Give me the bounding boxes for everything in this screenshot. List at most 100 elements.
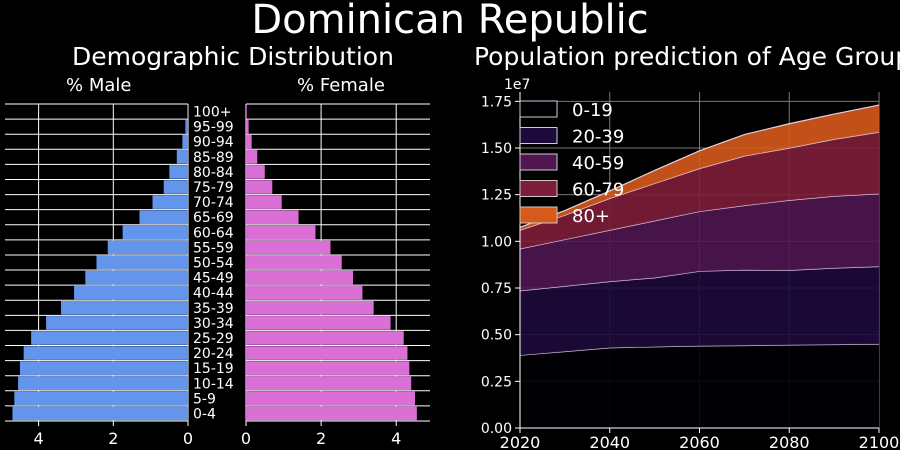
x-tick-label: 4 — [34, 429, 44, 448]
male-bar — [122, 225, 188, 240]
x-tick-label: 4 — [391, 429, 401, 448]
male-bar — [19, 361, 188, 375]
legend-label: 20-39 — [572, 127, 624, 148]
x-tick-label: 2 — [316, 429, 326, 448]
male-bar — [169, 165, 188, 179]
legend-label: 60-79 — [572, 180, 624, 201]
female-bar — [246, 406, 417, 421]
female-bar — [246, 391, 415, 406]
area-series-edge — [519, 104, 880, 228]
age-group-label: 20-24 — [193, 346, 234, 362]
area-series-40-59 — [520, 193, 879, 291]
male-panel-title: % Male — [66, 75, 132, 96]
female-bar — [246, 300, 374, 315]
female-bar — [246, 150, 258, 164]
age-group-label: 80-84 — [193, 165, 234, 181]
male-bar — [12, 406, 188, 421]
age-group-label: 30-34 — [193, 316, 234, 332]
area-series-80+ — [520, 105, 879, 231]
male-bar — [152, 195, 188, 209]
figure-title: Dominican Republic — [251, 0, 649, 43]
female-bar — [246, 225, 316, 240]
age-group-label: 10-14 — [193, 376, 234, 392]
y-tick-label: 1.25 — [481, 188, 512, 204]
area-series-0-19 — [520, 344, 879, 428]
x-tick-label: 2080 — [769, 433, 810, 450]
legend-swatch — [519, 100, 558, 118]
age-group-label: 95-99 — [193, 120, 234, 136]
age-group-label: 50-54 — [193, 256, 234, 272]
y-tick-label: 0.00 — [481, 421, 512, 437]
male-bar — [187, 104, 188, 119]
area-series-60-79 — [520, 132, 879, 249]
male-bar — [74, 285, 188, 300]
age-group-label: 60-64 — [193, 225, 234, 241]
female-bar — [246, 240, 331, 255]
female-bar — [246, 255, 342, 270]
age-group-label: 15-19 — [193, 361, 234, 377]
male-bar — [107, 240, 188, 255]
age-group-label: 75-79 — [193, 180, 234, 196]
y-axis-offset-label: 1e7 — [504, 77, 530, 93]
female-bar — [246, 376, 412, 391]
female-bar — [246, 316, 391, 330]
age-group-label: 35-39 — [193, 301, 234, 317]
age-group-label: 45-49 — [193, 271, 234, 287]
female-bar — [246, 361, 410, 375]
x-tick-label: 2060 — [679, 433, 720, 450]
legend-swatch — [519, 153, 558, 171]
male-bar — [18, 376, 189, 391]
male-bar — [46, 316, 188, 330]
age-group-label: 70-74 — [193, 195, 234, 211]
population-area-plot: 0.00 0.25 0.50 0.75 1.00 1.25 1.50 1.75 2020 2040… — [481, 77, 900, 450]
female-bar — [246, 270, 354, 285]
male-bar — [85, 270, 188, 285]
legend-swatch — [519, 127, 558, 144]
pyramid-title: Demographic Distribution — [72, 42, 394, 71]
age-group-label: 25-29 — [193, 331, 234, 347]
x-tick-label: 2020 — [500, 433, 541, 450]
male-bar — [23, 346, 189, 360]
y-tick-label: 1.75 — [481, 94, 512, 110]
area-series-edge — [519, 193, 880, 250]
x-tick-label: 0 — [183, 429, 193, 448]
age-group-label: 65-69 — [193, 210, 234, 226]
legend-label: 0-19 — [572, 100, 613, 121]
female-panel-title: % Female — [297, 75, 385, 96]
male-bar — [139, 210, 188, 225]
x-tick-label: 2040 — [589, 433, 630, 450]
age-group-label: 40-44 — [193, 286, 234, 302]
female-bar — [246, 346, 408, 360]
male-bar — [61, 300, 188, 315]
female-bar — [246, 210, 299, 225]
age-group-label: 5-9 — [193, 391, 216, 407]
female-bar — [246, 134, 252, 149]
female-bar — [246, 195, 282, 209]
female-bar — [246, 119, 249, 134]
y-tick-label: 1.50 — [481, 141, 512, 157]
male-bar — [176, 150, 188, 164]
area-series-20-39 — [520, 266, 879, 356]
legend-label: 40-59 — [572, 153, 624, 174]
age-group-label: 55-59 — [193, 240, 234, 256]
male-pyramid-plot: 4 2 0 — [5, 103, 193, 448]
female-pyramid-plot: 0 2 4 — [241, 103, 430, 448]
y-tick-label: 0.75 — [481, 281, 512, 297]
age-group-label: 85-89 — [193, 150, 234, 166]
age-group-label: 90-94 — [193, 135, 234, 151]
male-bar — [163, 180, 188, 194]
age-group-label: 100+ — [193, 105, 231, 121]
x-tick-label: 2 — [108, 429, 118, 448]
x-tick-label: 0 — [241, 429, 251, 448]
y-tick-label: 0.50 — [481, 328, 512, 344]
female-bar — [246, 104, 247, 119]
legend-label: 80+ — [572, 206, 610, 227]
male-bar — [96, 255, 188, 270]
male-bar — [182, 134, 188, 149]
area-chart-title: Population prediction of Age Groups — [474, 42, 900, 71]
female-bar — [246, 165, 265, 179]
male-bar — [14, 391, 189, 406]
legend-swatch — [519, 206, 558, 224]
male-bar — [31, 331, 189, 345]
